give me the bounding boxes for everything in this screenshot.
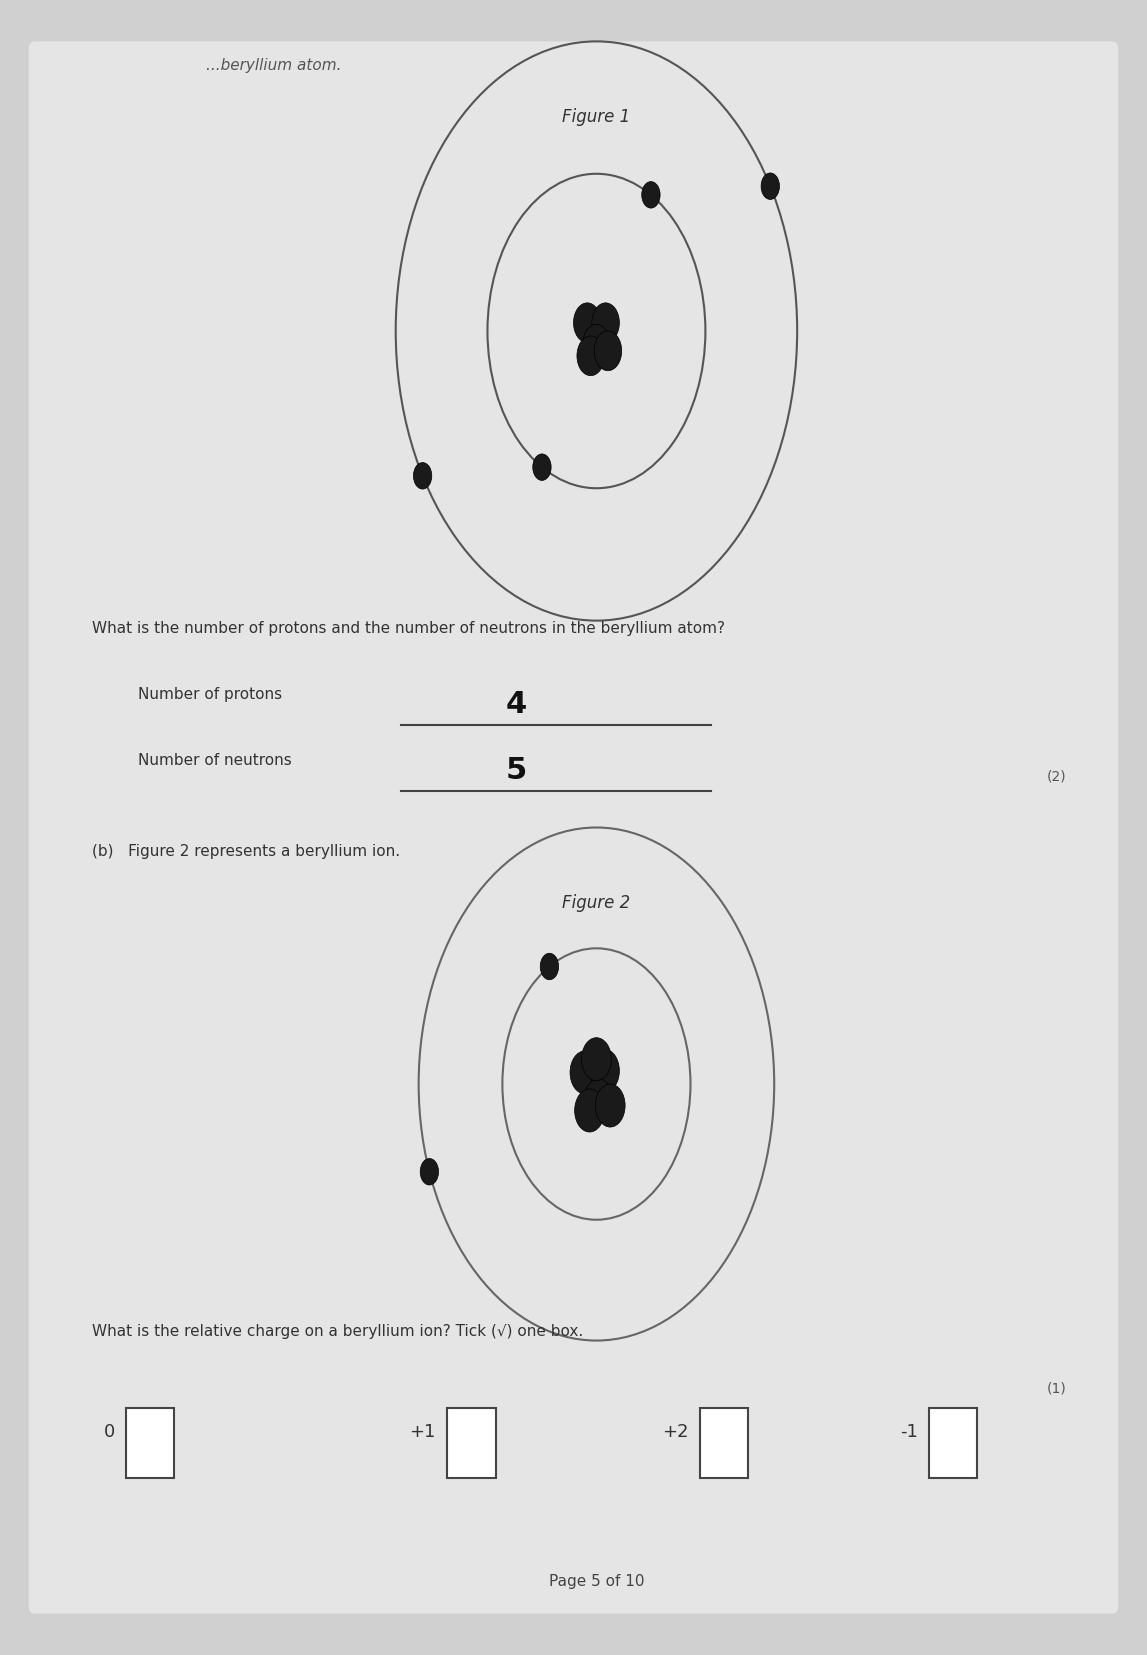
Circle shape bbox=[583, 324, 610, 364]
Circle shape bbox=[413, 462, 431, 490]
Circle shape bbox=[577, 336, 604, 376]
Text: +1: +1 bbox=[409, 1423, 436, 1440]
Circle shape bbox=[762, 174, 780, 200]
FancyBboxPatch shape bbox=[447, 1408, 496, 1478]
FancyBboxPatch shape bbox=[29, 41, 1118, 1614]
Text: (2): (2) bbox=[1047, 770, 1067, 783]
Text: Number of protons: Number of protons bbox=[138, 687, 282, 702]
Circle shape bbox=[532, 453, 552, 480]
Text: Figure 1: Figure 1 bbox=[562, 108, 631, 126]
FancyBboxPatch shape bbox=[126, 1408, 174, 1478]
Text: What is the relative charge on a beryllium ion? Tick (√) one box.: What is the relative charge on a berylli… bbox=[92, 1324, 583, 1339]
Text: +2: +2 bbox=[662, 1423, 688, 1440]
Text: 0: 0 bbox=[103, 1423, 115, 1440]
Circle shape bbox=[575, 1089, 604, 1132]
Text: What is the number of protons and the number of neutrons in the beryllium atom?: What is the number of protons and the nu… bbox=[92, 621, 725, 636]
Circle shape bbox=[592, 303, 619, 343]
Text: (b)   Figure 2 represents a beryllium ion.: (b) Figure 2 represents a beryllium ion. bbox=[92, 844, 400, 859]
Text: 5: 5 bbox=[506, 756, 526, 786]
Circle shape bbox=[584, 1079, 614, 1122]
Circle shape bbox=[642, 182, 661, 209]
Circle shape bbox=[595, 1084, 625, 1127]
Text: ...beryllium atom.: ...beryllium atom. bbox=[206, 58, 342, 73]
Circle shape bbox=[420, 1158, 438, 1185]
Circle shape bbox=[590, 1049, 619, 1092]
FancyBboxPatch shape bbox=[700, 1408, 748, 1478]
Text: (1): (1) bbox=[1047, 1382, 1067, 1395]
Text: -1: -1 bbox=[899, 1423, 918, 1440]
Circle shape bbox=[594, 331, 622, 371]
Circle shape bbox=[570, 1051, 600, 1094]
Text: Page 5 of 10: Page 5 of 10 bbox=[548, 1574, 645, 1589]
Circle shape bbox=[574, 303, 601, 343]
Circle shape bbox=[540, 953, 559, 980]
Text: Number of neutrons: Number of neutrons bbox=[138, 753, 291, 768]
Text: 4: 4 bbox=[506, 690, 526, 720]
FancyBboxPatch shape bbox=[929, 1408, 977, 1478]
Circle shape bbox=[582, 1038, 611, 1081]
Text: Figure 2: Figure 2 bbox=[562, 894, 631, 912]
